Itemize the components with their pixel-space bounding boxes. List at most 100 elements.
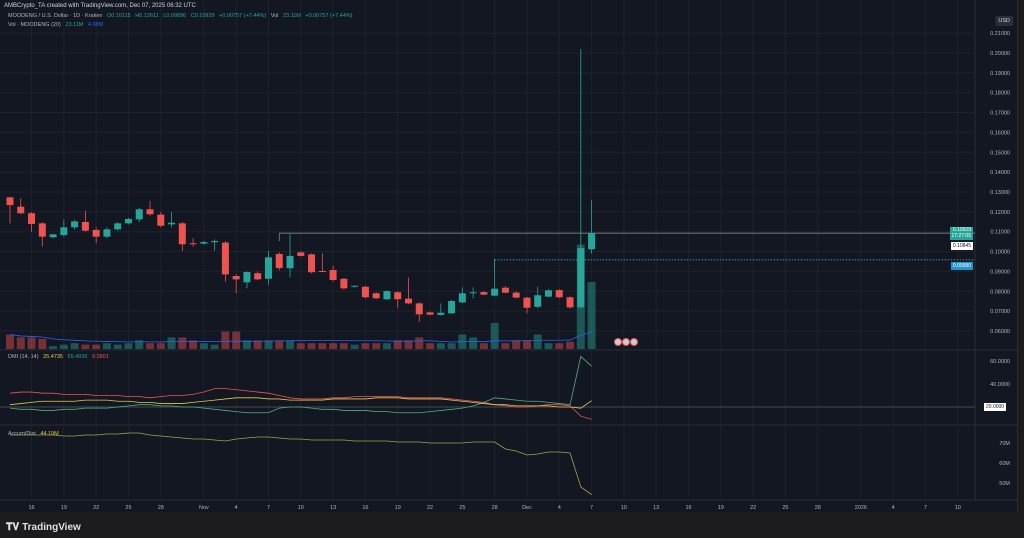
candle-body [254, 273, 262, 280]
candle-body [361, 286, 369, 298]
candle [577, 48, 585, 308]
time-axis-label: 13 [330, 505, 336, 511]
time-axis-label: 13 [653, 505, 659, 511]
ohlc-high: H0.12611 [135, 13, 159, 19]
price-axis-label: 0.15000 [990, 150, 1010, 156]
candle-body [60, 227, 68, 236]
time-axis-label: Dec [522, 505, 532, 511]
candle-body [545, 290, 552, 297]
candle [135, 207, 143, 222]
volume-bar [361, 343, 370, 349]
price-axis-label: 0.18000 [990, 91, 1010, 97]
price-axis-label: 0.08000 [990, 289, 1010, 295]
vol-study-title[interactable]: Vol · MOODENG (20) [8, 22, 61, 28]
candle [92, 227, 100, 244]
volume-bar [415, 337, 424, 349]
candle [114, 221, 122, 231]
volume-legend: Vol · MOODENG (20) 23.11M 4.08M [8, 22, 106, 28]
price-axis-label: 0.12000 [990, 210, 1010, 216]
time-axis-label: 7 [267, 505, 270, 511]
price-axis-label: 0.20000 [990, 51, 1010, 57]
candle-body [6, 197, 14, 206]
candle-body [577, 248, 585, 308]
volume-bar [242, 340, 251, 349]
candle [555, 289, 563, 299]
event-flag-icon[interactable] [622, 338, 630, 346]
candle-body [318, 271, 326, 273]
symbol-title[interactable]: MOODENG / U.S. Dollar · 1D · Kraken [8, 13, 103, 19]
vol-study-value: 23.11M [65, 22, 84, 28]
volume-bar [102, 343, 111, 349]
price-axis-label: 0.21000 [990, 31, 1010, 37]
bar-countdown: 17:27:05 [951, 232, 971, 239]
candle-body [512, 292, 520, 298]
volume-bar [146, 343, 155, 349]
volume-bar [490, 322, 499, 349]
volume-bar [92, 344, 101, 349]
time-axis-label: 19 [718, 505, 724, 511]
volume-bar [522, 340, 531, 349]
candle-body [415, 303, 423, 315]
volume-bar [318, 343, 327, 349]
candle-body [308, 254, 316, 273]
candle [254, 271, 262, 281]
candle [81, 210, 89, 232]
price-axis-label: 0.17000 [990, 111, 1010, 117]
candle-body [329, 270, 337, 280]
price-axis-label: 0.07000 [990, 309, 1010, 315]
attribution: AMBCrypto_TA created with TradingView.co… [4, 3, 196, 9]
time-axis-label: 22 [750, 505, 756, 511]
event-flag-icon[interactable] [614, 338, 622, 346]
ad-value: 44.19M [40, 431, 59, 437]
event-flag-icon[interactable] [630, 338, 638, 346]
candle [221, 241, 229, 282]
ad-title[interactable]: Accum/Dist [8, 431, 36, 437]
candle [275, 252, 283, 271]
candle [157, 212, 165, 228]
candle [361, 286, 369, 299]
tradingview-logo[interactable]: 𝐓𝐕 TradingView [6, 522, 81, 533]
candle-body [92, 229, 100, 237]
candle-body [178, 223, 186, 245]
ad-axis-label: 50M [999, 481, 1010, 487]
time-axis-label: 22 [93, 505, 99, 511]
candle [426, 311, 434, 316]
candle [480, 291, 488, 296]
volume-bar [566, 341, 575, 349]
candle [372, 292, 380, 300]
candle [6, 196, 14, 224]
volume-bar [199, 343, 208, 349]
volume-bar [124, 343, 133, 349]
currency-button[interactable]: USD [995, 16, 1013, 26]
candle-body [243, 272, 251, 283]
candle [146, 200, 154, 216]
candle [308, 253, 316, 274]
time-axis-label: 22 [427, 505, 433, 511]
ohlc-close: C0.10929 [190, 13, 215, 19]
dmi-title[interactable]: DMI (14, 14) [8, 354, 39, 360]
candle [437, 303, 445, 316]
volume-bar [533, 334, 542, 349]
volume-bar [189, 340, 198, 349]
time-axis-label: 10 [621, 505, 627, 511]
chart-canvas[interactable]: 16 19 22 25 28 Nov 4 7 10 13 16 19 22 25 28 Dec 4 7 10 13 16… [0, 0, 1017, 512]
candle-body [426, 312, 434, 315]
candle-body [458, 293, 466, 303]
volume-bar [447, 343, 456, 349]
volume-bar [16, 337, 25, 349]
volume-bar [59, 344, 68, 349]
price-axis-label: 0.13000 [990, 190, 1010, 196]
last-price: 0.10929 [952, 227, 971, 233]
brand-name: TradingView [22, 522, 81, 533]
candle [383, 290, 391, 301]
candle-body [275, 253, 283, 269]
volume-bar [512, 340, 521, 349]
candle-body [211, 241, 219, 243]
volume-bar [587, 281, 596, 349]
dmi-plus-value: 55.4936 [67, 354, 88, 360]
volume-bar [6, 334, 14, 349]
dmi-adx-line [9, 397, 592, 409]
volume-bar [329, 343, 338, 349]
volume-bar [544, 343, 553, 349]
price-axis-label: 0.11000 [991, 230, 1010, 236]
